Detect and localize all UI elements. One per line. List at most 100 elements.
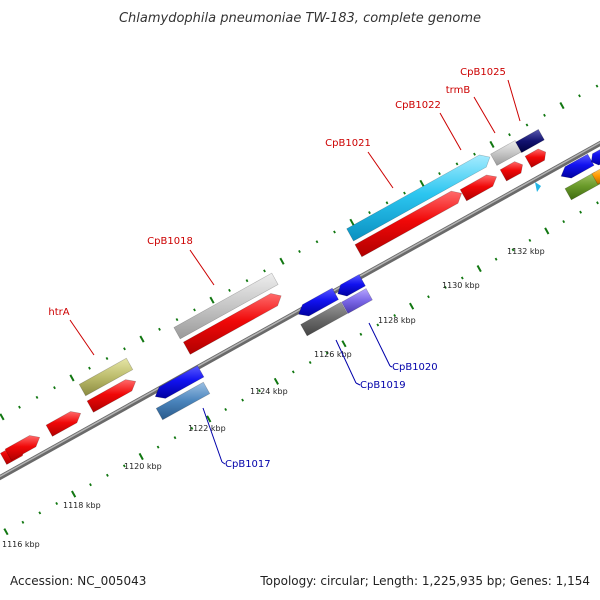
bottom-minor-tick [106,473,109,477]
scale-label: 1124 kbp [250,387,288,396]
bottom-major-tick [71,490,77,498]
top-major-tick [69,374,75,382]
gene-block-bottom[interactable] [341,288,373,314]
bottom-minor-tick [579,210,582,214]
bottom-major-tick [341,340,347,348]
bottom-minor-tick [427,295,430,299]
label-leader-line [367,151,394,189]
gene-label-CpB1018[interactable]: CpB1018 [147,236,193,247]
gene-block-bottom[interactable] [564,171,600,201]
gene-block-top[interactable] [459,174,498,202]
top-minor-tick [473,152,476,156]
label-leader-hook [389,365,393,368]
tick-row-top [0,84,599,421]
topology-label: Topology: circular; Length: 1,225,935 bp… [260,574,590,588]
bottom-minor-tick [156,445,160,449]
gene-block-bottom[interactable] [590,147,600,166]
top-minor-tick [543,113,546,117]
gene-label-trmB[interactable]: trmB [446,85,471,96]
accession-label: Accession: NC_005043 [10,574,147,588]
top-minor-tick [525,123,529,127]
gene-block-top[interactable] [4,435,41,461]
gene-block-top[interactable] [45,411,82,437]
gene-block-bottom[interactable] [591,168,600,185]
bottom-minor-tick [38,511,42,515]
scale-label: 1128 kbp [378,316,416,325]
bottom-minor-tick [21,520,25,524]
bottom-minor-tick [291,370,295,374]
bottom-minor-tick [190,426,194,430]
gene-block-CpB1025[interactable] [515,128,545,154]
top-major-tick [139,335,145,343]
top-minor-tick [123,347,126,351]
top-minor-tick [298,249,301,254]
gene-block-CpB1017[interactable] [154,365,205,399]
bottom-minor-tick [528,238,532,242]
gene-label-CpB1022[interactable]: CpB1022 [395,100,441,111]
label-leader-line [202,407,223,463]
bottom-minor-tick [173,436,177,440]
top-minor-tick [193,308,196,312]
top-minor-tick [158,327,161,331]
gene-block-htrA[interactable] [78,357,134,397]
gene-block-bottom[interactable] [155,381,211,421]
top-minor-tick [595,84,599,88]
bottom-minor-tick [359,332,363,336]
scale-label: 1132 kbp [507,247,545,256]
bottom-minor-tick [325,351,329,355]
gene-block-CpB1021[interactable] [346,154,491,242]
top-minor-tick [368,211,371,215]
bottom-major-tick [476,265,482,273]
tick-row-bottom [3,201,599,536]
bottom-minor-tick [224,407,228,412]
label-leader-line [439,112,462,151]
scale-label: 1120 kbp [124,462,162,471]
feature-marker [535,182,541,192]
gene-block-bottom[interactable] [300,301,348,337]
bottom-minor-tick [376,323,380,327]
top-major-tick [279,257,285,265]
gene-block-CpB1020[interactable] [337,274,366,297]
gene-block-top[interactable] [524,148,547,168]
top-major-tick [419,179,425,187]
scale-label: 1122 kbp [188,424,226,433]
scale-labels: 1116 kbp 1118 kbp 1120 kbp 1122 kbp 1124 kbp… [2,247,545,549]
label-leader-hook [221,461,226,465]
gene-block-top[interactable] [354,190,462,258]
bottom-minor-tick [511,248,515,252]
gene-block-top[interactable] [499,161,523,182]
gene-label-CpB1025[interactable]: CpB1025 [460,67,506,78]
gene-label-CpB1021[interactable]: CpB1021 [325,138,371,149]
bottom-minor-tick [55,501,59,506]
gene-block-CpB1018[interactable] [173,272,279,340]
gene-blocks [0,128,600,465]
gene-label-htrA[interactable]: htrA [48,307,69,318]
label-leader-line [69,319,95,356]
label-leader-line [368,322,391,367]
gene-block-top[interactable] [182,293,282,355]
scale-label: 1116 kbp [2,540,40,549]
gene-block-top[interactable] [86,379,137,413]
top-minor-tick [88,366,91,370]
top-minor-tick [245,279,249,283]
top-major-tick [489,140,495,148]
top-minor-tick [315,240,319,244]
gene-block-CpB1019[interactable] [298,287,339,317]
gene-label-CpB1020[interactable]: CpB1020 [392,362,438,373]
gene-block-bottom[interactable] [560,153,595,179]
gene-label-CpB1017[interactable]: CpB1017 [225,459,271,470]
page-title: Chlamydophila pneumoniae TW-183, complet… [119,11,481,26]
top-minor-tick [508,133,511,137]
top-minor-tick [105,356,109,361]
top-major-tick [209,296,215,304]
top-minor-tick [18,405,21,409]
top-minor-tick [385,201,389,205]
gene-label-CpB1019[interactable]: CpB1019 [360,380,406,391]
top-minor-tick [53,386,56,390]
top-minor-tick [35,395,39,399]
scale-label: 1130 kbp [442,281,480,290]
bottom-minor-tick [258,389,261,393]
bottom-major-tick [409,302,415,310]
scale-label: 1118 kbp [63,501,101,510]
